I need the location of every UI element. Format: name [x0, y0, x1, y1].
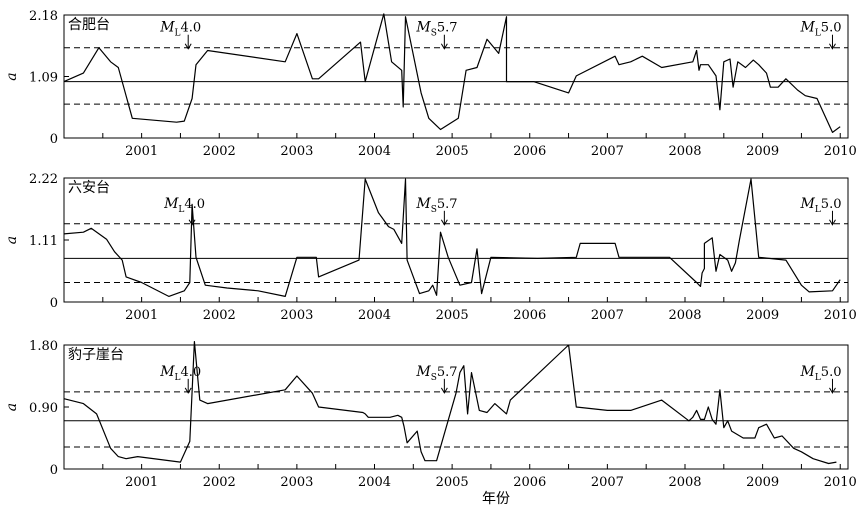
x-tick-label: 2001	[125, 308, 158, 323]
event-arrow-head	[440, 219, 448, 226]
x-tick-label: 2010	[824, 308, 857, 323]
event-magnitude-subscript: S	[431, 205, 437, 215]
x-tick-label: 2006	[513, 144, 546, 159]
series-line	[63, 13, 841, 133]
series-line	[63, 178, 841, 297]
series-line	[63, 341, 837, 465]
event-label: ML4.0	[159, 20, 201, 39]
x-tick-label: 2001	[125, 144, 158, 159]
y-tick-label: 1.80	[29, 339, 58, 354]
event-magnitude-subscript: S	[431, 373, 437, 383]
x-tick-label: 2006	[513, 475, 546, 490]
event-arrow-head	[440, 43, 448, 50]
station-name: 六安台	[68, 180, 110, 196]
event-magnitude-subscript: S	[431, 29, 437, 39]
x-tick-label: 2007	[591, 475, 624, 490]
panel-3: 0 0.90 1.80 a 2001 2002 2003 2004 2005 2006 2007 20…	[4, 339, 857, 507]
event-magnitude-value: 5.7	[437, 197, 458, 212]
event-magnitude-value: 5.7	[437, 21, 458, 36]
x-tick-label: 2001	[125, 475, 158, 490]
event-magnitude-type: M	[163, 196, 179, 212]
event-arrow-head	[440, 387, 448, 394]
event-magnitude-subscript: L	[175, 29, 181, 39]
x-tick-label: 2008	[668, 475, 701, 490]
x-tick-label: 2004	[358, 475, 391, 490]
station-name: 豹子崖台	[68, 347, 124, 363]
event-magnitude-type: M	[415, 364, 431, 380]
x-tick-label: 2009	[746, 308, 779, 323]
event-label: ML4.0	[159, 364, 201, 383]
event-magnitude-value: 5.0	[821, 21, 842, 36]
x-tick-label: 2009	[746, 475, 779, 490]
event-arrow-head	[829, 219, 836, 226]
x-tick-label: 2004	[358, 144, 391, 159]
panel-1: 0 1.09 2.18 a 2001 2002 2003 2004 2005 2006 2007 20…	[4, 9, 857, 159]
x-tick-label: 2008	[668, 144, 701, 159]
x-tick-label: 2009	[746, 144, 779, 159]
x-tick-label: 2010	[824, 144, 857, 159]
x-tick-label: 2005	[436, 308, 469, 323]
event-magnitude-value: 4.0	[181, 21, 202, 36]
y-tick-label: 2.22	[29, 172, 58, 187]
y-tick-label: 0	[50, 296, 58, 311]
event-label: ML4.0	[163, 196, 205, 215]
y-tick-label: 0	[50, 463, 58, 478]
event-label: MS5.7	[415, 20, 457, 39]
event-magnitude-type: M	[159, 364, 175, 380]
event-label: ML5.0	[799, 196, 841, 215]
x-tick-label: 2002	[203, 144, 236, 159]
event-arrow-head	[184, 43, 192, 50]
event-magnitude-value: 5.7	[437, 365, 458, 380]
plot-frame	[63, 344, 849, 470]
x-tick-label: 2010	[824, 475, 857, 490]
event-arrow-head	[184, 387, 192, 394]
y-axis-label: a	[4, 236, 20, 244]
event-magnitude-type: M	[799, 196, 815, 212]
x-tick-label: 2007	[591, 144, 624, 159]
x-tick-label: 2003	[280, 144, 313, 159]
event-magnitude-type: M	[799, 20, 815, 36]
x-tick-label: 2007	[591, 308, 624, 323]
station-name: 合肥台	[68, 17, 110, 33]
panel-2: 0 1.11 2.22 a 2001 2002 2003 2004 2005 2006 2007 20…	[4, 172, 857, 323]
y-tick-label: 0	[50, 132, 58, 147]
event-magnitude-subscript: L	[815, 205, 821, 215]
x-tick-label: 2004	[358, 308, 391, 323]
x-tick-label: 2003	[280, 475, 313, 490]
event-magnitude-value: 5.0	[821, 197, 842, 212]
event-magnitude-subscript: L	[178, 205, 184, 215]
x-tick-label: 2005	[436, 144, 469, 159]
event-label: ML5.0	[799, 364, 841, 383]
x-tick-label: 2008	[668, 308, 701, 323]
event-magnitude-subscript: L	[815, 373, 821, 383]
event-magnitude-value: 4.0	[181, 365, 202, 380]
event-label: MS5.7	[415, 364, 457, 383]
x-tick-label: 2005	[436, 475, 469, 490]
y-tick-label: 0.90	[29, 401, 58, 416]
x-tick-label: 2002	[203, 308, 236, 323]
x-tick-label: 2003	[280, 308, 313, 323]
event-label: ML5.0	[799, 20, 841, 39]
event-arrow-head	[188, 219, 196, 226]
event-magnitude-type: M	[415, 20, 431, 36]
event-magnitude-type: M	[415, 196, 431, 212]
event-magnitude-value: 4.0	[184, 197, 205, 212]
event-magnitude-type: M	[799, 364, 815, 380]
event-magnitude-subscript: L	[815, 29, 821, 39]
y-tick-label: 1.09	[29, 71, 58, 86]
y-tick-label: 2.18	[29, 9, 58, 24]
x-tick-label: 2006	[513, 308, 546, 323]
event-label: MS5.7	[415, 196, 457, 215]
y-axis-label: a	[4, 403, 20, 411]
y-tick-label: 1.11	[29, 234, 58, 249]
x-tick-label: 2002	[203, 475, 236, 490]
x-axis-label: 年份	[482, 491, 510, 507]
y-axis-label: a	[4, 72, 20, 80]
event-magnitude-value: 5.0	[821, 365, 842, 380]
event-arrow-head	[829, 387, 836, 394]
event-magnitude-type: M	[159, 20, 175, 36]
event-magnitude-subscript: L	[175, 373, 181, 383]
event-arrow-head	[829, 43, 836, 50]
